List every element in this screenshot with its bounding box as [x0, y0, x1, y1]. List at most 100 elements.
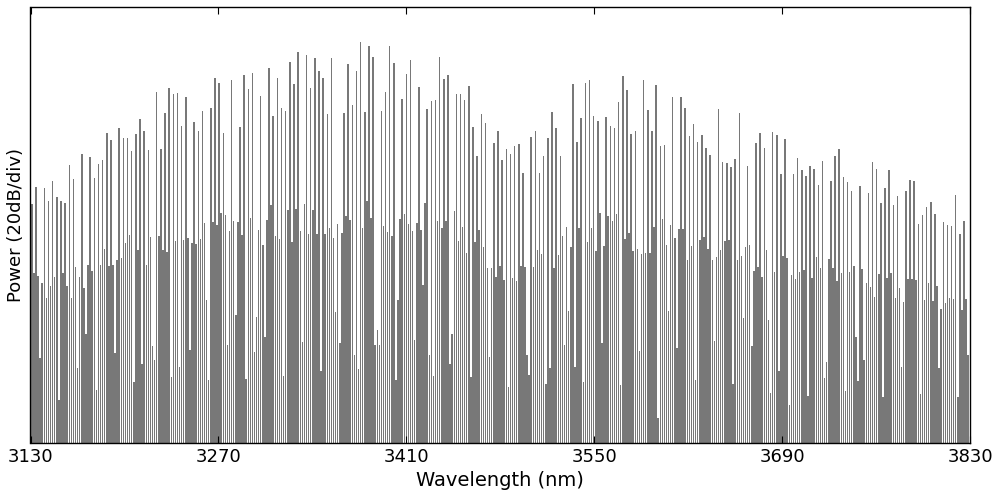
Bar	[156, 92, 157, 443]
Bar	[697, 143, 698, 443]
Bar	[905, 191, 907, 443]
Bar	[655, 84, 657, 443]
Bar	[235, 315, 237, 443]
Bar	[724, 241, 726, 443]
Bar	[813, 169, 815, 443]
Bar	[377, 331, 378, 443]
Bar	[863, 360, 865, 443]
Bar	[949, 298, 950, 443]
Bar	[947, 225, 948, 443]
Bar	[682, 229, 684, 443]
Bar	[75, 267, 76, 443]
Bar	[81, 155, 83, 443]
Bar	[678, 230, 680, 443]
Bar	[387, 232, 388, 443]
Bar	[876, 168, 877, 443]
Bar	[148, 150, 149, 443]
Bar	[35, 187, 37, 443]
Bar	[451, 334, 453, 443]
Bar	[830, 180, 832, 443]
Bar	[239, 127, 241, 443]
Bar	[707, 249, 709, 443]
Bar	[318, 71, 320, 443]
Bar	[333, 238, 334, 443]
Bar	[116, 260, 118, 443]
Bar	[48, 201, 49, 443]
Bar	[437, 221, 438, 443]
Bar	[664, 145, 665, 443]
Bar	[651, 131, 653, 443]
Bar	[200, 239, 201, 443]
Bar	[866, 283, 867, 443]
Bar	[918, 224, 919, 443]
Bar	[426, 109, 428, 443]
Bar	[843, 176, 844, 443]
Bar	[520, 266, 522, 443]
Bar	[429, 355, 430, 443]
Bar	[462, 227, 463, 443]
Bar	[666, 245, 667, 443]
Bar	[726, 163, 728, 443]
Bar	[54, 277, 55, 443]
Bar	[262, 245, 264, 443]
Bar	[227, 344, 228, 443]
Bar	[674, 238, 676, 443]
Bar	[753, 271, 755, 443]
Bar	[66, 286, 68, 443]
Bar	[73, 179, 74, 443]
Bar	[329, 228, 330, 443]
Bar	[104, 249, 105, 443]
Bar	[922, 215, 923, 443]
Bar	[458, 241, 459, 443]
Bar	[676, 347, 678, 443]
Bar	[44, 187, 45, 443]
Bar	[957, 398, 959, 443]
Bar	[895, 298, 896, 443]
Bar	[306, 55, 307, 443]
Bar	[272, 116, 274, 443]
Bar	[181, 126, 182, 443]
Bar	[379, 345, 380, 443]
Bar	[160, 149, 162, 443]
Bar	[204, 223, 205, 443]
Bar	[574, 367, 576, 443]
Bar	[77, 368, 78, 443]
Bar	[96, 390, 97, 443]
Bar	[485, 123, 486, 443]
Bar	[216, 225, 218, 443]
Bar	[187, 238, 189, 443]
Bar	[254, 352, 255, 443]
Bar	[399, 219, 401, 443]
Bar	[46, 298, 47, 443]
Bar	[824, 378, 825, 443]
Bar	[123, 138, 124, 443]
Bar	[237, 223, 239, 443]
Bar	[420, 230, 422, 443]
Bar	[499, 266, 501, 443]
X-axis label: Wavelength (nm): Wavelength (nm)	[416, 471, 584, 490]
Bar	[337, 224, 338, 443]
Bar	[890, 273, 892, 443]
Bar	[691, 246, 692, 443]
Bar	[79, 277, 80, 443]
Bar	[368, 46, 370, 443]
Bar	[635, 131, 636, 443]
Bar	[131, 151, 132, 443]
Bar	[468, 85, 470, 443]
Bar	[162, 250, 164, 443]
Bar	[943, 222, 944, 443]
Bar	[245, 379, 247, 443]
Bar	[179, 367, 180, 443]
Bar	[820, 268, 821, 443]
Bar	[372, 57, 374, 443]
Bar	[393, 63, 395, 443]
Bar	[302, 342, 303, 443]
Bar	[570, 247, 572, 443]
Bar	[191, 243, 193, 443]
Bar	[287, 210, 289, 443]
Bar	[841, 273, 842, 443]
Bar	[530, 137, 532, 443]
Bar	[202, 111, 203, 443]
Bar	[360, 42, 361, 443]
Bar	[310, 87, 311, 443]
